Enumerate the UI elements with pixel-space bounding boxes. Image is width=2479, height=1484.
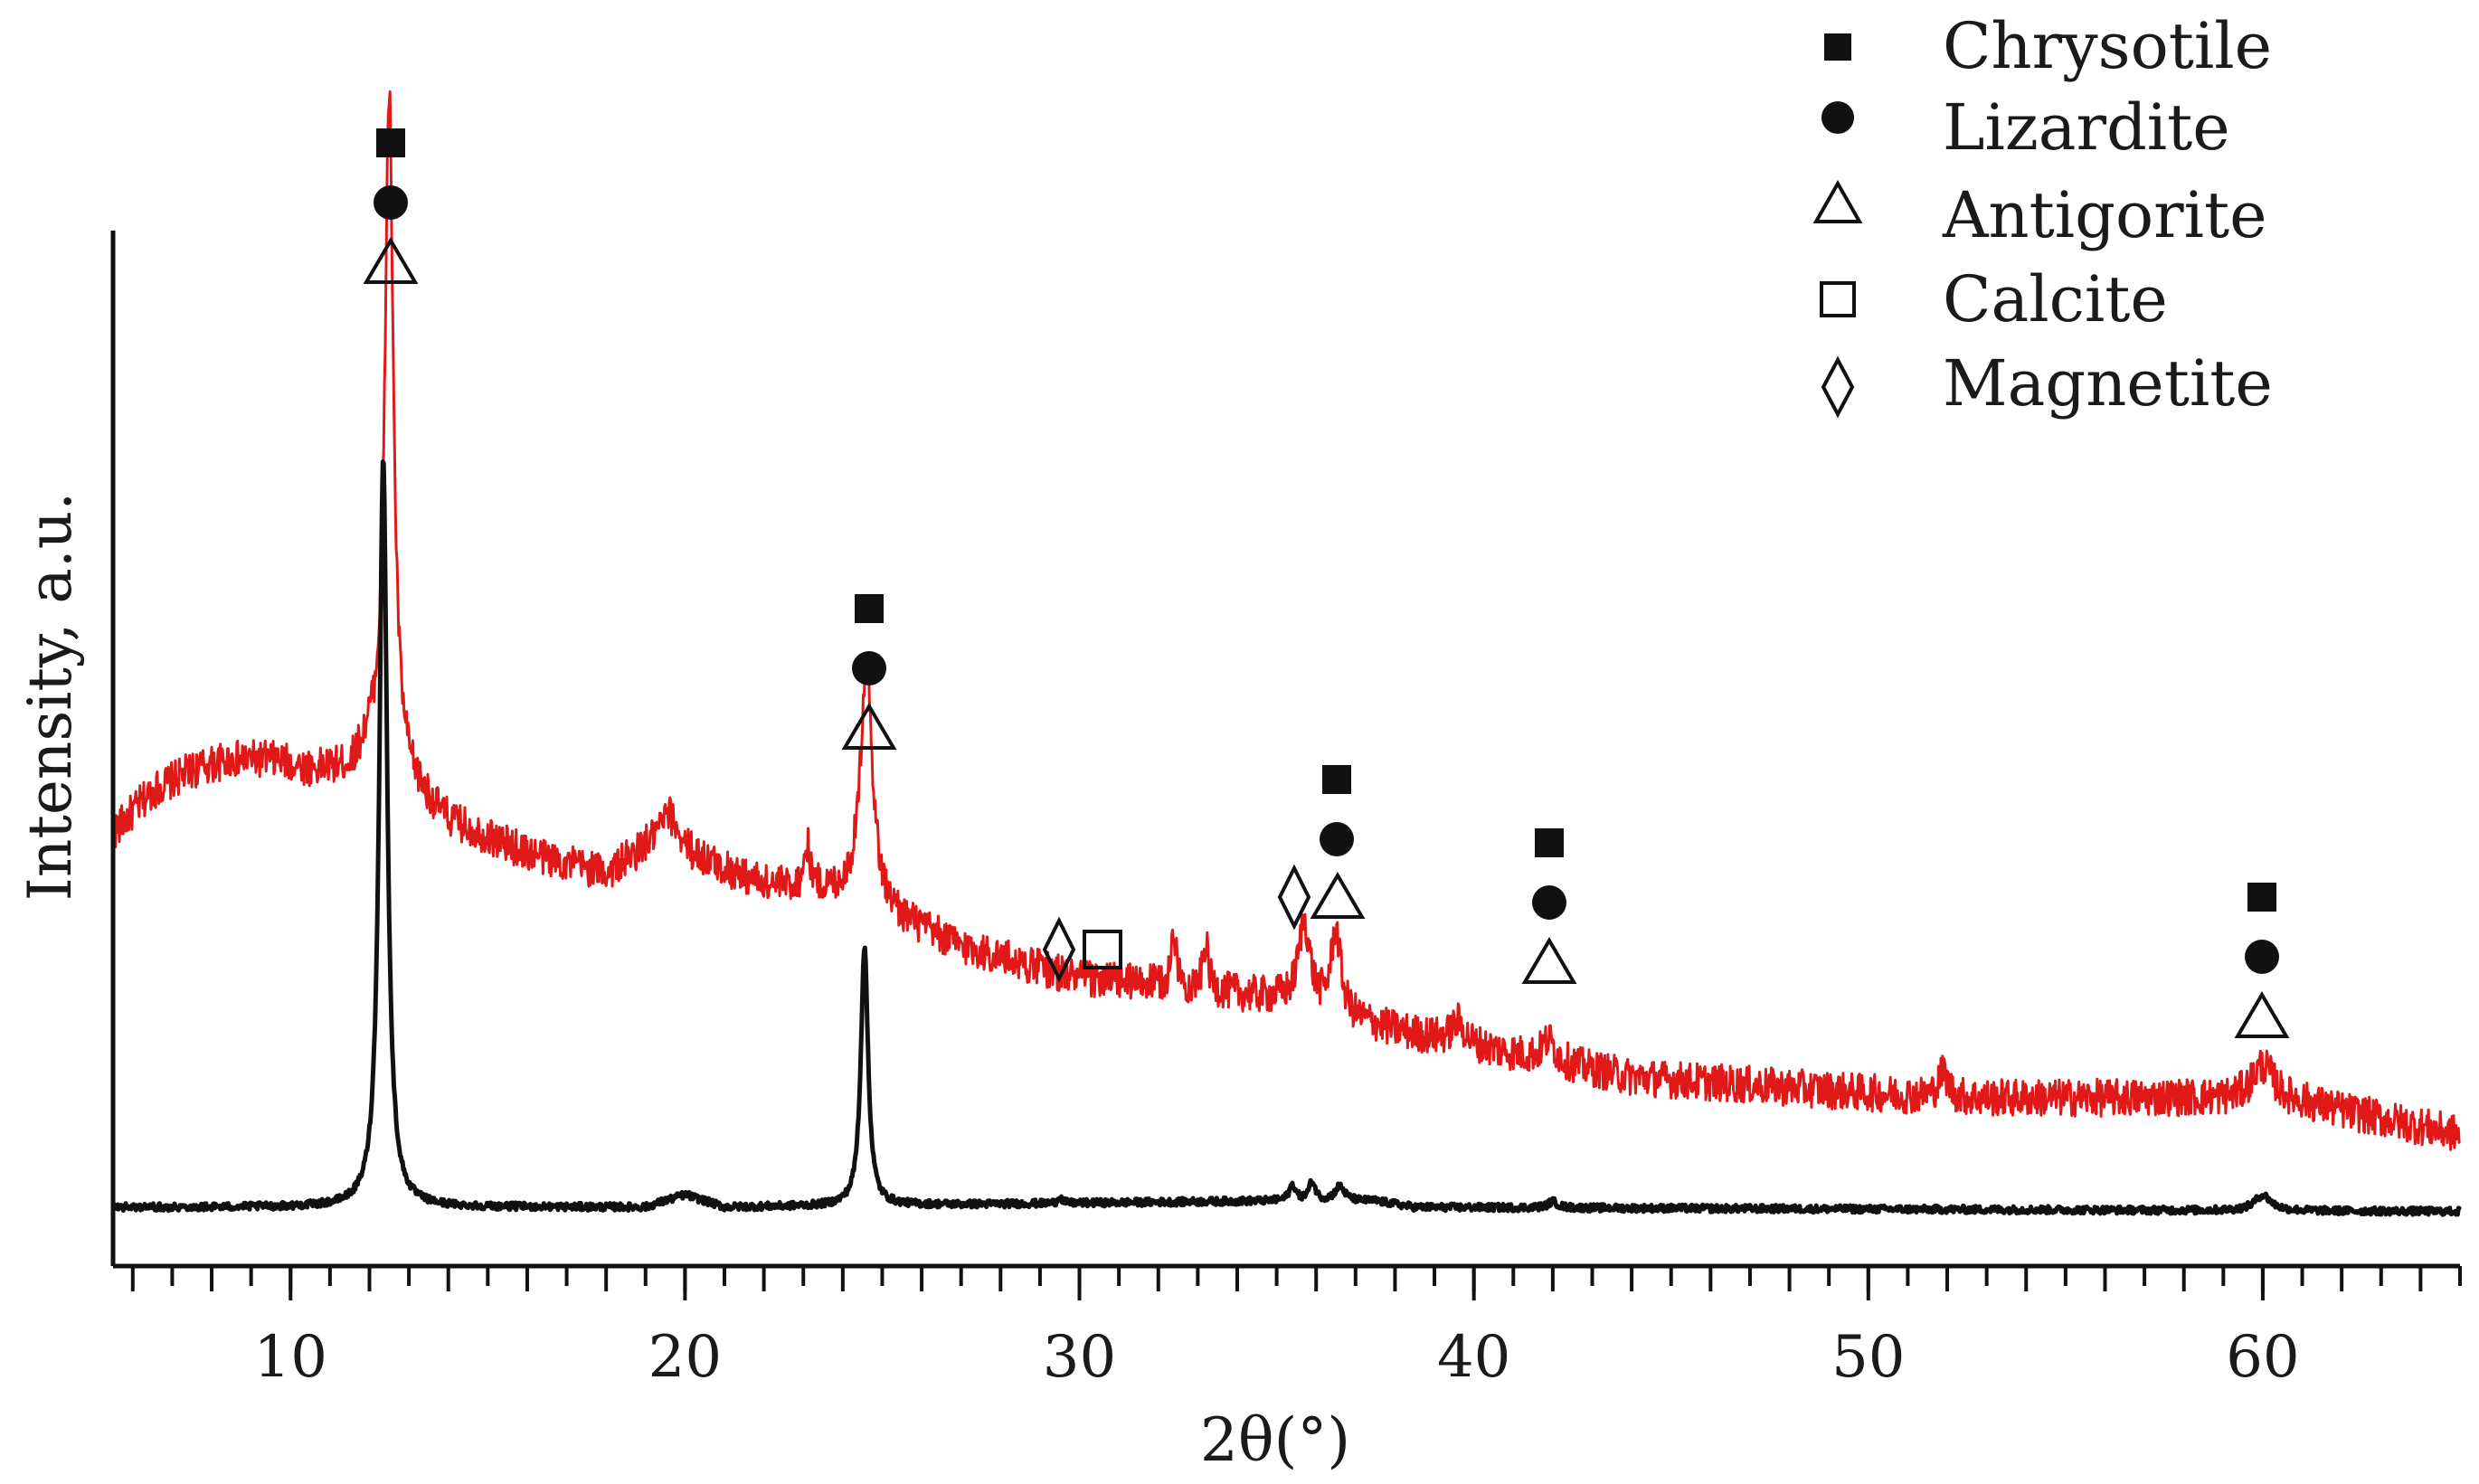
legend-label: Lizardite xyxy=(1943,90,2230,165)
filled-circle-icon xyxy=(2245,940,2279,974)
peak-annotation xyxy=(2234,883,2290,1038)
filled-circle-icon xyxy=(374,185,408,220)
x-tick-label: 10 xyxy=(254,1324,327,1391)
legend: Chrysotile Lizardite Antigorite Calcite … xyxy=(1812,9,2273,421)
open-triangle-icon xyxy=(2234,991,2290,1038)
open-triangle-icon xyxy=(1812,179,1863,223)
open-square-icon xyxy=(1083,930,1122,969)
open-triangle-icon xyxy=(841,703,897,750)
filled-square-icon xyxy=(1824,33,1851,61)
peak-annotation xyxy=(363,128,419,284)
legend-label: Chrysotile xyxy=(1943,9,2272,83)
peak-annotation xyxy=(1042,916,1122,983)
legend-label: Calcite xyxy=(1943,262,2168,336)
filled-square-icon xyxy=(2247,883,2276,912)
peak-annotation xyxy=(841,594,897,750)
filled-square-icon xyxy=(855,594,884,623)
filled-circle-icon xyxy=(852,651,886,685)
legend-item-magnetite: Magnetite xyxy=(1821,346,2273,421)
legend-item-calcite: Calcite xyxy=(1820,262,2168,336)
series-line xyxy=(110,459,2462,1217)
plot-area xyxy=(110,90,2462,1217)
phase-annotations xyxy=(363,128,2290,1038)
x-tick-label: 60 xyxy=(2226,1324,2299,1391)
x-tick-label: 30 xyxy=(1043,1324,1116,1391)
filled-square-icon xyxy=(1322,765,1351,794)
peak-annotation xyxy=(1277,864,1366,931)
x-tick-label: 20 xyxy=(648,1324,722,1391)
filled-square-icon xyxy=(376,128,405,157)
peak-annotation xyxy=(1320,765,1354,856)
x-axis-title: 2θ(°) xyxy=(1200,1405,1350,1475)
legend-item-lizardite: Lizardite xyxy=(1821,90,2230,165)
legend-label: Antigorite xyxy=(1942,178,2267,252)
filled-circle-icon xyxy=(1320,822,1354,856)
open-square-icon xyxy=(1820,281,1856,317)
open-diamond-icon xyxy=(1277,864,1311,931)
series-line xyxy=(111,90,2461,1151)
legend-item-antigorite: Antigorite xyxy=(1812,178,2267,252)
x-tick-label: 40 xyxy=(1437,1324,1510,1391)
open-diamond-icon xyxy=(1042,916,1076,983)
peak-annotation xyxy=(1521,828,1577,984)
open-triangle-icon xyxy=(363,237,419,284)
legend-item-chrysotile: Chrysotile xyxy=(1824,9,2272,83)
x-tick-label: 50 xyxy=(1831,1324,1905,1391)
open-diamond-icon xyxy=(1821,355,1855,419)
open-triangle-icon xyxy=(1521,937,1577,984)
filled-circle-icon xyxy=(1532,885,1566,920)
filled-circle-icon xyxy=(1821,101,1854,134)
open-triangle-icon xyxy=(1310,872,1366,919)
x-axis-ticks: 10 20 30 40 50 60 xyxy=(130,1266,2462,1391)
legend-label: Magnetite xyxy=(1943,346,2273,421)
y-axis-title: Intensity, a.u. xyxy=(15,492,85,901)
filled-square-icon xyxy=(1535,828,1564,857)
